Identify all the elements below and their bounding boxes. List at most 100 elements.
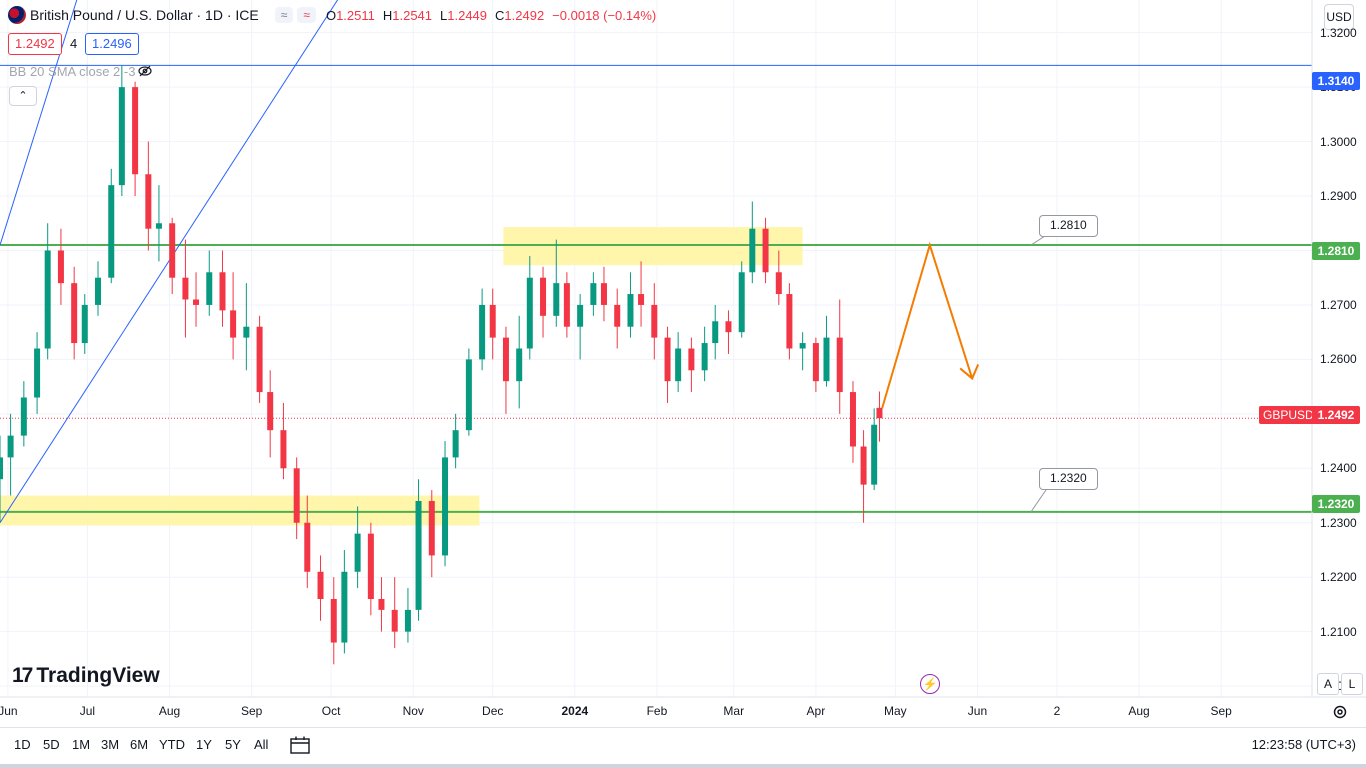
market-status-icon[interactable]: ≈	[274, 7, 294, 23]
resistance-tag: 1.3140	[1312, 72, 1360, 90]
chart-legend: British Pound / U.S. Dollar · 1D · ICE ≈…	[8, 6, 664, 24]
projection-arrow	[881, 241, 980, 409]
range-button-all[interactable]: All	[254, 737, 269, 752]
candle-body	[553, 283, 560, 316]
price-axis-label: 1.2300	[1320, 515, 1357, 530]
range-button-1d[interactable]: 1D	[14, 737, 31, 752]
candle-body	[145, 174, 152, 229]
candle-body	[502, 337, 509, 382]
candle-body	[57, 250, 64, 284]
candle-body	[44, 250, 51, 349]
candle-body	[489, 304, 496, 338]
candle-body	[812, 343, 819, 382]
candle-body	[614, 304, 621, 327]
auto-scale-button[interactable]: A	[1317, 673, 1339, 695]
callout-high[interactable]: 1.2810	[1039, 215, 1098, 237]
gbpusd-flag-icon	[8, 6, 26, 24]
candle-body	[415, 500, 422, 610]
tradingview-logo[interactable]: 17 TradingView	[12, 664, 160, 688]
candle-body	[627, 294, 634, 327]
candle-body	[378, 598, 385, 610]
hidden-eye-icon[interactable]	[138, 64, 152, 78]
candle-body	[0, 457, 3, 480]
candle-body	[219, 272, 226, 311]
candle-body	[243, 326, 250, 338]
candlestick-series	[0, 65, 883, 665]
candle-body	[442, 457, 449, 556]
candle-body	[465, 359, 472, 431]
candle-body	[7, 435, 14, 458]
price-axis-label: 1.2900	[1320, 189, 1357, 204]
currency-selector[interactable]: USD	[1324, 4, 1354, 30]
candle-body	[391, 609, 398, 632]
price-axis-label: 1.2100	[1320, 624, 1357, 639]
range-button-1y[interactable]: 1Y	[196, 737, 212, 752]
candle-body	[590, 283, 597, 305]
range-button-5d[interactable]: 5D	[43, 737, 60, 752]
time-axis-label: Jun	[967, 704, 988, 718]
candle-body	[95, 277, 102, 305]
price-axis-label: 1.2200	[1320, 570, 1357, 585]
candle-body	[738, 272, 745, 333]
buy-button[interactable]: 1.2496	[85, 33, 139, 55]
candle-body	[256, 326, 263, 393]
price-axis-label: 1.3000	[1320, 134, 1357, 149]
candle-body	[799, 343, 806, 349]
candle-body	[786, 294, 793, 349]
candle-body	[577, 304, 584, 327]
clock[interactable]: 12:23:58 (UTC+3)	[1251, 737, 1356, 752]
candle-body	[712, 321, 719, 344]
projection-arrowhead	[959, 364, 980, 381]
indicator-label: BB 20 SMA close 2 -3	[9, 64, 136, 79]
range-button-6m[interactable]: 6M	[130, 737, 149, 752]
range-button-ytd[interactable]: YTD	[159, 737, 185, 752]
projection-path	[881, 241, 974, 409]
candle-body	[280, 430, 287, 469]
calendar-icon[interactable]	[290, 736, 310, 754]
price-chart[interactable]	[0, 0, 1366, 727]
level-high-tag: 1.2810	[1312, 242, 1360, 260]
tradingview-mark-icon: 17	[12, 664, 33, 687]
candle-body	[725, 321, 732, 333]
range-button-3m[interactable]: 3M	[101, 737, 120, 752]
support-resistance-zone	[503, 227, 803, 266]
gear-icon[interactable]	[1331, 703, 1349, 721]
candle-body	[540, 277, 547, 316]
candle-body	[182, 277, 189, 300]
candle-body	[404, 609, 411, 632]
candle-body	[354, 533, 361, 572]
symbol-tag: GBPUSD	[1259, 406, 1318, 424]
support-resistance-zone	[0, 495, 480, 526]
sell-button[interactable]: 1.2492	[8, 33, 62, 55]
trend-line-2	[0, 0, 339, 524]
time-axis-label: Dec	[482, 704, 504, 718]
open-label: O	[325, 7, 337, 23]
time-axis-label: 2	[1053, 704, 1061, 718]
candle-body	[836, 337, 843, 393]
ohlc-low: L1.2449	[440, 7, 488, 23]
callout-low[interactable]: 1.2320	[1039, 468, 1098, 490]
symbol-title[interactable]: British Pound / U.S. Dollar · 1D · ICE	[30, 7, 259, 23]
candle-body	[675, 348, 682, 382]
highlight-zones	[0, 227, 803, 526]
range-button-5y[interactable]: 5Y	[225, 737, 241, 752]
time-axis-label: Aug	[158, 704, 181, 718]
ohlc-change: −0.0018 (−0.14%)	[552, 7, 657, 23]
candle-body	[304, 522, 311, 572]
log-scale-button[interactable]: L	[1341, 673, 1363, 695]
candle-body	[871, 424, 878, 485]
candle-body	[20, 397, 27, 436]
callout-low-connector	[1030, 486, 1049, 513]
candle-body	[71, 283, 78, 344]
lightning-icon[interactable]: ⚡	[920, 674, 940, 694]
candle-body	[108, 185, 115, 278]
candle-body	[775, 272, 782, 295]
collapse-legend-button[interactable]: ⌃	[9, 86, 37, 106]
candle-body	[823, 337, 830, 382]
range-button-1m[interactable]: 1M	[72, 737, 91, 752]
candle-body	[341, 571, 348, 643]
indicator-legend[interactable]: BB 20 SMA close 2 -3	[9, 64, 135, 79]
data-status-icon[interactable]: ≈	[297, 7, 316, 23]
time-axis-label: Oct	[321, 704, 341, 718]
last-price-tag: 1.2492	[1312, 406, 1360, 424]
